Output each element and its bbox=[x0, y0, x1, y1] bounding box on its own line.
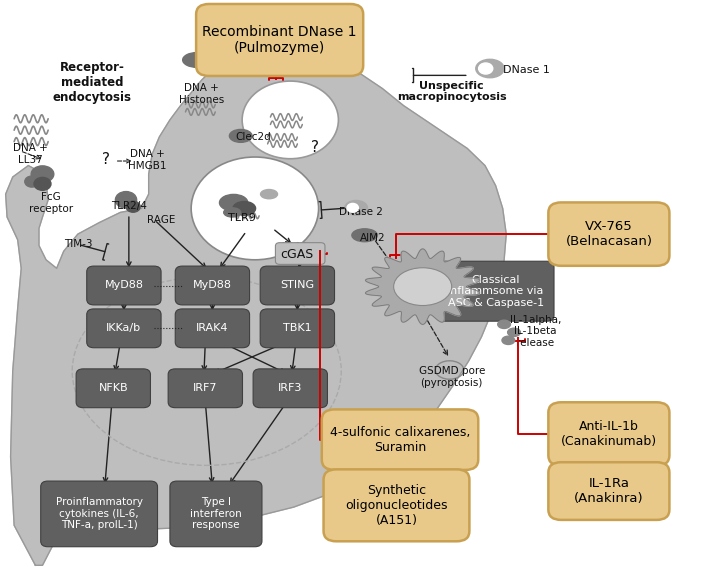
Ellipse shape bbox=[345, 200, 367, 215]
Ellipse shape bbox=[183, 53, 211, 67]
Text: MyD88: MyD88 bbox=[104, 280, 144, 291]
Text: IRF3: IRF3 bbox=[278, 383, 302, 393]
FancyBboxPatch shape bbox=[41, 481, 157, 547]
Ellipse shape bbox=[197, 58, 217, 70]
FancyBboxPatch shape bbox=[324, 469, 469, 541]
Ellipse shape bbox=[261, 190, 278, 199]
FancyBboxPatch shape bbox=[253, 369, 327, 408]
Ellipse shape bbox=[479, 63, 493, 74]
Text: TLR2/4: TLR2/4 bbox=[111, 200, 147, 211]
FancyBboxPatch shape bbox=[76, 369, 151, 408]
Text: MyD88: MyD88 bbox=[193, 280, 232, 291]
FancyBboxPatch shape bbox=[548, 463, 670, 520]
Text: IKKa/b: IKKa/b bbox=[106, 323, 142, 333]
Text: FcG
receptor: FcG receptor bbox=[29, 192, 73, 214]
Text: Recombinant DNase 1
(Pulmozyme): Recombinant DNase 1 (Pulmozyme) bbox=[202, 25, 357, 55]
FancyBboxPatch shape bbox=[261, 309, 335, 348]
FancyBboxPatch shape bbox=[548, 402, 670, 466]
Text: Classical
inflammsome via
ASC & Caspase-1: Classical inflammsome via ASC & Caspase-… bbox=[447, 275, 544, 308]
FancyBboxPatch shape bbox=[261, 266, 335, 305]
FancyBboxPatch shape bbox=[321, 409, 478, 470]
Text: Unspecific
macropinocytosis: Unspecific macropinocytosis bbox=[397, 81, 506, 102]
Text: TIM-3: TIM-3 bbox=[64, 239, 92, 250]
Text: cGAS: cGAS bbox=[281, 248, 314, 260]
FancyBboxPatch shape bbox=[437, 262, 554, 321]
FancyBboxPatch shape bbox=[176, 309, 250, 348]
Ellipse shape bbox=[508, 328, 520, 336]
Text: Dynamin: Dynamin bbox=[214, 55, 261, 65]
Text: DNase 2: DNase 2 bbox=[339, 207, 383, 218]
Text: IRF7: IRF7 bbox=[193, 383, 217, 393]
Text: DNA +
LL37: DNA + LL37 bbox=[13, 143, 47, 165]
Ellipse shape bbox=[25, 176, 39, 187]
Text: IL-1Ra
(Anakinra): IL-1Ra (Anakinra) bbox=[574, 477, 644, 505]
Text: DNase 1: DNase 1 bbox=[503, 65, 549, 75]
Ellipse shape bbox=[352, 229, 377, 242]
Text: AIM2: AIM2 bbox=[360, 233, 386, 243]
Text: STING: STING bbox=[280, 280, 314, 291]
Text: ?: ? bbox=[102, 152, 110, 167]
Ellipse shape bbox=[31, 166, 54, 183]
FancyBboxPatch shape bbox=[176, 266, 250, 305]
Text: RAGE: RAGE bbox=[147, 215, 176, 225]
Circle shape bbox=[191, 157, 319, 260]
FancyBboxPatch shape bbox=[275, 243, 325, 264]
Text: DNA +
Histones: DNA + Histones bbox=[179, 83, 224, 105]
Text: Type I
interferon
response: Type I interferon response bbox=[190, 497, 242, 530]
Text: Clec2d: Clec2d bbox=[236, 132, 271, 142]
Ellipse shape bbox=[394, 268, 452, 305]
Text: ?: ? bbox=[311, 140, 319, 155]
FancyBboxPatch shape bbox=[86, 309, 161, 348]
Ellipse shape bbox=[224, 208, 241, 217]
Text: TLR9: TLR9 bbox=[228, 213, 256, 223]
Text: IRAK4: IRAK4 bbox=[196, 323, 229, 333]
FancyBboxPatch shape bbox=[548, 203, 670, 266]
Text: NFKB: NFKB bbox=[98, 383, 128, 393]
Ellipse shape bbox=[126, 201, 140, 212]
Ellipse shape bbox=[115, 191, 137, 208]
Text: Anti-IL-1b
(Canakinumab): Anti-IL-1b (Canakinumab) bbox=[561, 420, 657, 448]
Ellipse shape bbox=[34, 178, 51, 190]
Text: DNA +
HMGB1: DNA + HMGB1 bbox=[128, 149, 166, 171]
Text: GSDMD pore
(pyroptosis): GSDMD pore (pyroptosis) bbox=[418, 366, 485, 388]
Text: VX-765
(Belnacasan): VX-765 (Belnacasan) bbox=[566, 220, 652, 248]
Ellipse shape bbox=[219, 194, 248, 211]
FancyBboxPatch shape bbox=[86, 266, 161, 305]
Text: Receptor-
mediated
endocytosis: Receptor- mediated endocytosis bbox=[52, 61, 132, 104]
FancyBboxPatch shape bbox=[170, 481, 262, 547]
Text: Synthetic
oligonucleotides
(A151): Synthetic oligonucleotides (A151) bbox=[346, 484, 447, 527]
Ellipse shape bbox=[476, 59, 504, 78]
Ellipse shape bbox=[233, 202, 256, 215]
FancyBboxPatch shape bbox=[168, 369, 242, 408]
Text: 4-sulfonic calixarenes,
Suramin: 4-sulfonic calixarenes, Suramin bbox=[330, 425, 470, 454]
Polygon shape bbox=[6, 49, 506, 565]
Ellipse shape bbox=[498, 320, 510, 328]
Text: Proinflammatory
cytokines (IL-6,
TNF-a, proIL-1): Proinflammatory cytokines (IL-6, TNF-a, … bbox=[56, 497, 142, 530]
Text: IL-1alpha,
IL-1beta
release: IL-1alpha, IL-1beta release bbox=[510, 315, 561, 348]
Polygon shape bbox=[365, 249, 480, 324]
FancyBboxPatch shape bbox=[196, 4, 363, 76]
Text: TBK1: TBK1 bbox=[283, 323, 312, 333]
Ellipse shape bbox=[347, 203, 358, 212]
Circle shape bbox=[242, 81, 338, 159]
Ellipse shape bbox=[502, 336, 515, 344]
Ellipse shape bbox=[229, 130, 252, 142]
